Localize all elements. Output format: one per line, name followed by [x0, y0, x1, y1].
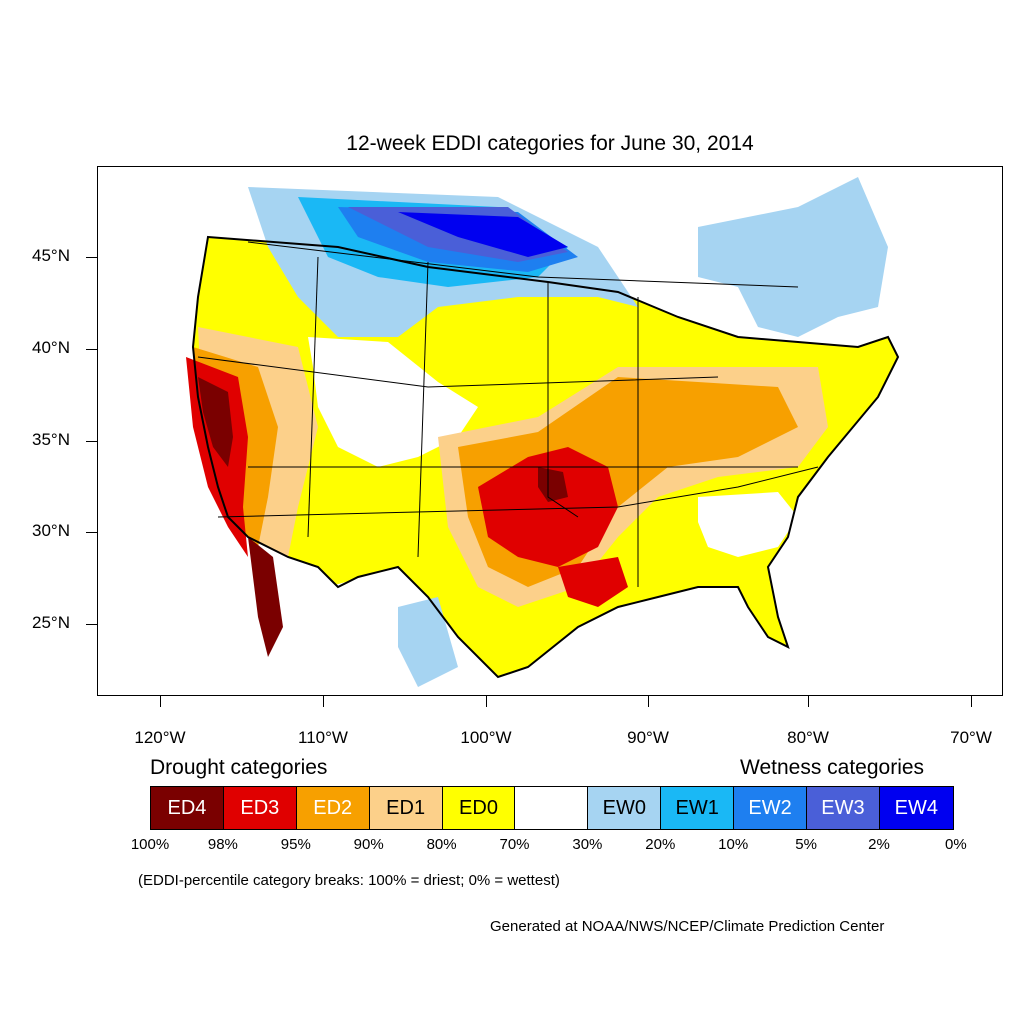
x-label-100w: 100°W [460, 728, 512, 747]
map-title: 12-week EDDI categories for June 30, 201… [346, 132, 754, 155]
x-label-120w: 120°W [134, 728, 186, 747]
legend-box-normal [515, 787, 589, 829]
y-tick [86, 257, 97, 258]
percent-break-label: 100% [130, 836, 170, 853]
percent-break-label: 2% [868, 836, 890, 853]
percent-break-label: 70% [499, 836, 530, 853]
state-borders [197, 241, 819, 587]
percent-break-label: 5% [795, 836, 817, 853]
credit-text: Generated at NOAA/NWS/NCEP/Climate Predi… [490, 918, 885, 935]
percent-break-label: 98% [207, 836, 238, 853]
legend-box-ew0: EW0 [588, 787, 662, 829]
legend-box-ed1: ED1 [369, 787, 443, 829]
y-label-35n: 35°N [32, 430, 70, 449]
percent-break-label: 80% [426, 836, 457, 853]
x-label-70w: 70°W [950, 728, 992, 747]
region-ed3-california [186, 357, 248, 557]
y-label-25n: 25°N [32, 613, 70, 632]
legend-box-ed3: ED3 [223, 787, 297, 829]
y-label-45n: 45°N [32, 246, 70, 265]
x-tick [486, 696, 487, 707]
y-tick [86, 532, 97, 533]
x-tick [971, 696, 972, 707]
region-ed3-louisiana [558, 557, 628, 607]
legend-box-ew2: EW2 [734, 787, 808, 829]
drought-categories-title: Drought categories [150, 756, 328, 779]
region-ew0-northeast [698, 177, 888, 337]
legend-color-bar: ED4 ED3 ED2 ED1 ED0 EW0 EW1 EW2 EW3 EW4 [150, 786, 954, 830]
category-breaks-note: (EDDI-percentile category breaks: 100% =… [138, 872, 560, 889]
percent-break-label: 20% [645, 836, 676, 853]
region-ew4-north [398, 212, 568, 257]
region-ed4-oklahoma [538, 467, 568, 502]
legend-box-ew3: EW3 [807, 787, 880, 829]
y-label-30n: 30°N [32, 521, 70, 540]
region-ed4-california [198, 377, 233, 467]
region-ew0-texas [398, 597, 458, 687]
percent-break-label: 95% [280, 836, 311, 853]
percent-break-label: 30% [572, 836, 603, 853]
y-label-40n: 40°N [32, 338, 70, 357]
legend-box-ed2: ED2 [296, 787, 370, 829]
y-tick [86, 349, 97, 350]
x-tick [808, 696, 809, 707]
y-tick [86, 624, 97, 625]
us-outline [191, 235, 900, 679]
legend-box-ed0: ED0 [442, 787, 516, 829]
legend-box-ed4: ED4 [151, 787, 224, 829]
x-tick [160, 696, 161, 707]
percent-break-label: 0% [945, 836, 967, 853]
x-label-90w: 90°W [627, 728, 669, 747]
legend-box-ew1: EW1 [661, 787, 735, 829]
y-tick [86, 441, 97, 442]
region-ed4-baja [248, 537, 283, 657]
region-ed3-southern-plains [478, 447, 618, 567]
x-label-110w: 110°W [298, 728, 348, 747]
region-white-southeast [698, 492, 798, 557]
x-label-80w: 80°W [787, 728, 829, 747]
x-tick [323, 696, 324, 707]
legend-box-ew4: EW4 [879, 787, 953, 829]
region-white-plains [308, 337, 478, 467]
eddi-map [97, 166, 1003, 696]
wetness-categories-title: Wetness categories [740, 756, 925, 779]
eddi-map-canvas [186, 177, 900, 695]
x-tick [648, 696, 649, 707]
percent-break-label: 10% [718, 836, 749, 853]
percent-break-label: 90% [353, 836, 384, 853]
